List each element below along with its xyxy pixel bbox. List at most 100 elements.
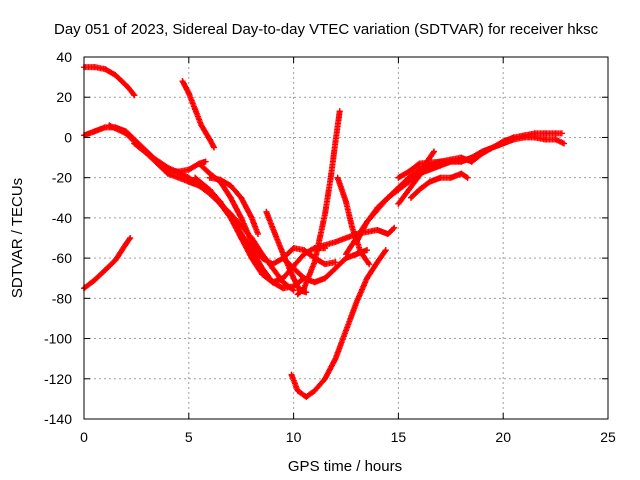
data-point <box>332 259 339 266</box>
x-tick-label: 0 <box>80 429 88 445</box>
data-point <box>227 214 234 221</box>
data-point <box>408 194 414 201</box>
x-tick-label: 25 <box>600 429 616 445</box>
data-point <box>185 166 192 173</box>
data-point <box>552 130 559 137</box>
data-point <box>332 355 339 362</box>
data-point <box>374 227 381 233</box>
data-point <box>552 136 559 143</box>
x-tick-label: 10 <box>286 429 302 445</box>
y-axis-title: SDTVAR / TECUs <box>9 178 26 298</box>
data-point <box>479 150 486 157</box>
data-point <box>405 168 412 175</box>
data-point <box>561 140 567 147</box>
data-point <box>280 285 287 292</box>
data-point <box>542 130 549 137</box>
data-point <box>311 279 318 286</box>
data-point <box>405 178 412 185</box>
data-point <box>382 247 389 254</box>
data-point <box>416 186 423 193</box>
series-arc-t <box>408 170 471 201</box>
data-point <box>328 170 335 177</box>
data-point <box>468 158 475 165</box>
data-point <box>311 259 318 266</box>
data-point <box>510 136 517 143</box>
data-point <box>437 158 444 165</box>
data-point <box>143 150 150 157</box>
data-point <box>416 172 423 179</box>
grid <box>84 57 608 419</box>
series-arc-m <box>288 247 389 400</box>
data-point <box>357 249 364 256</box>
x-axis-title: GPS time / hours <box>288 458 402 475</box>
data-point <box>112 72 119 79</box>
series-arc-u <box>468 134 567 165</box>
data-point <box>431 148 437 155</box>
data-point <box>255 231 261 237</box>
data-point <box>164 164 171 171</box>
data-point <box>322 275 328 282</box>
data-point <box>206 136 213 143</box>
data-point <box>364 247 370 254</box>
data-point <box>102 124 108 131</box>
data-point <box>192 174 199 181</box>
data-point <box>395 186 402 193</box>
data-point <box>343 251 349 258</box>
data-point <box>122 241 129 247</box>
data-point <box>558 130 565 137</box>
data-point <box>280 255 287 262</box>
data-point <box>303 289 310 296</box>
y-tick-label: 20 <box>56 89 72 105</box>
data-point <box>322 375 328 382</box>
chart-title: Day 051 of 2023, Sidereal Day-to-day VTE… <box>54 21 599 38</box>
data-point <box>395 200 402 207</box>
data-point <box>374 204 381 211</box>
data-point <box>198 122 205 129</box>
data-point <box>192 106 199 113</box>
data-point <box>91 128 98 135</box>
data-point <box>301 285 308 292</box>
y-tick-label: -80 <box>52 290 72 306</box>
data-point <box>301 275 308 282</box>
data-point <box>185 178 192 185</box>
data-point <box>395 174 402 181</box>
data-point <box>217 176 224 183</box>
data-point <box>405 186 412 193</box>
y-tick-label: -20 <box>52 170 72 186</box>
y-tick-label: 0 <box>64 129 72 145</box>
data-point <box>290 245 297 252</box>
data-point <box>238 235 245 241</box>
data-point <box>447 174 454 181</box>
data-point <box>353 251 360 258</box>
series-arc-r <box>395 148 437 207</box>
data-point <box>248 239 255 245</box>
data-point <box>334 174 341 181</box>
data-point <box>280 275 287 282</box>
data-point <box>227 182 234 189</box>
data-point <box>343 198 349 205</box>
data-point <box>311 245 318 252</box>
data-point <box>259 271 266 278</box>
data-point <box>263 208 270 215</box>
data-point <box>322 261 328 268</box>
data-point <box>248 255 255 262</box>
series-arc-d <box>179 78 217 151</box>
data-point <box>122 130 129 137</box>
data-point <box>374 259 381 266</box>
data-point <box>269 224 276 231</box>
y-tick-label: -40 <box>52 210 72 226</box>
data-point <box>125 84 131 91</box>
data-point <box>426 166 433 173</box>
data-point <box>311 387 318 394</box>
data-point <box>364 218 370 225</box>
data-point <box>118 78 125 85</box>
data-point <box>102 267 108 274</box>
data-point <box>322 210 328 217</box>
x-tick-label: 5 <box>185 429 193 445</box>
series-arc-k <box>294 108 343 298</box>
data-point <box>349 224 356 231</box>
data-point <box>332 265 339 272</box>
data-point <box>206 186 213 193</box>
data-point <box>238 194 245 201</box>
y-tick-label: -100 <box>44 331 72 347</box>
